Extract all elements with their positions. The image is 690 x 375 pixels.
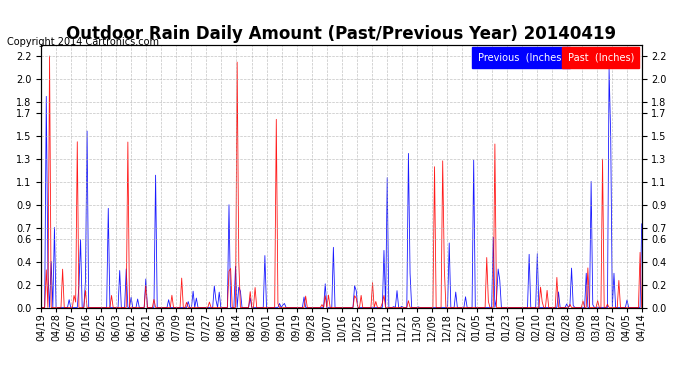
Title: Outdoor Rain Daily Amount (Past/Previous Year) 20140419: Outdoor Rain Daily Amount (Past/Previous… — [66, 26, 617, 44]
Legend: Previous  (Inches), Past  (Inches): Previous (Inches), Past (Inches) — [475, 50, 637, 66]
Text: Copyright 2014 Cartronics.com: Copyright 2014 Cartronics.com — [7, 37, 159, 47]
